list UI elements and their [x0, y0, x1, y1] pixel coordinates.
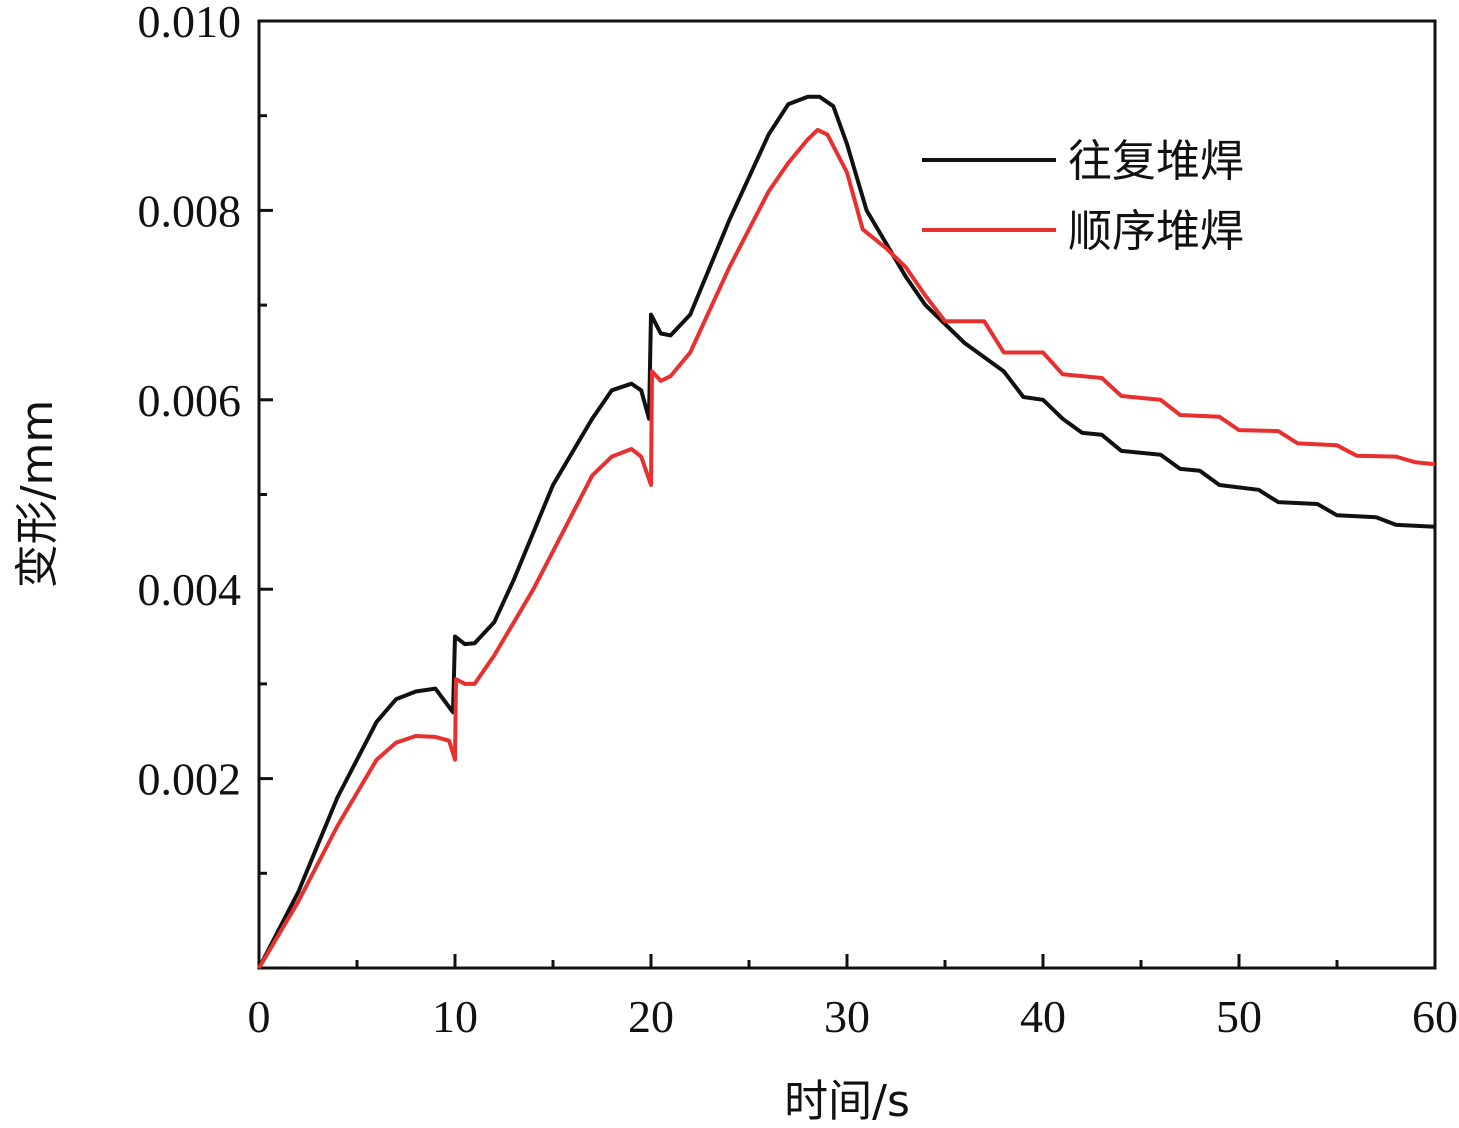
legend-label-series-2: 顺序堆焊 — [1068, 206, 1244, 257]
plot-frame — [257, 19, 1437, 970]
y-tick-label: 0.008 — [138, 185, 242, 236]
series-lines — [257, 94, 1436, 970]
x-tick-label: 40 — [1020, 991, 1066, 1042]
x-axis-title: 时间/s — [784, 1076, 910, 1127]
x-tick-label: 20 — [628, 991, 674, 1042]
tick-labels: 0 10 20 30 40 50 60 0.002 0.004 0.006 0.008 0.010 — [138, 0, 1459, 1042]
y-tick-label: 0.002 — [138, 754, 242, 805]
series-line-2 — [257, 127, 1436, 970]
x-tick-label: 30 — [824, 991, 870, 1042]
x-tick-label: 50 — [1216, 991, 1262, 1042]
series-line-1 — [257, 94, 1436, 969]
x-tick-label: 60 — [1412, 991, 1458, 1042]
y-tick-label: 0.004 — [138, 564, 242, 615]
legend-label-series-1: 往复堆焊 — [1068, 136, 1244, 187]
axis-ticks — [257, 19, 1437, 968]
y-tick-label: 0.006 — [138, 375, 242, 426]
y-tick-label: 0.010 — [138, 0, 242, 47]
legend: 往复堆焊 顺序堆焊 — [922, 136, 1244, 257]
x-tick-label: 10 — [432, 991, 478, 1042]
x-tick-label: 0 — [248, 991, 271, 1042]
y-axis-title: 变形/mm — [12, 400, 63, 589]
